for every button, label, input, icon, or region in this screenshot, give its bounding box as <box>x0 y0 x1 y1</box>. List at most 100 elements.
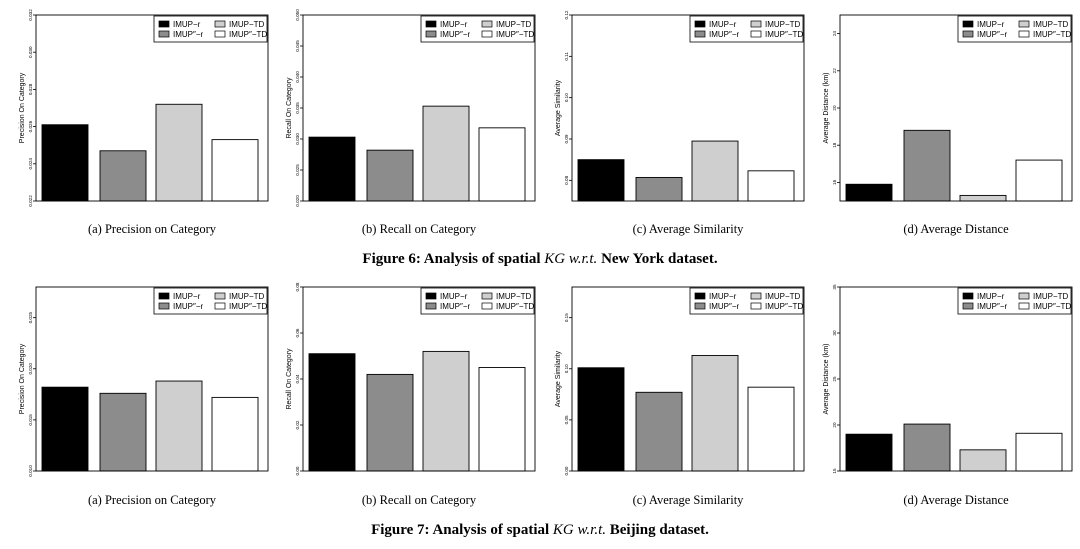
legend-box <box>420 287 535 315</box>
legend-swatch-3 <box>1018 20 1030 28</box>
chart-fig6-b: 0.020 0.025 0.030 0.035 0.040 0.045 0.050 Recal… <box>286 9 536 236</box>
legend-label-3: IMUP−TD <box>229 292 265 301</box>
caption-wrt: w.r.t. <box>569 251 597 267</box>
legend-label-2: IMUP″−r <box>977 30 1008 39</box>
y-tick-label: 0.10 <box>564 93 569 102</box>
figure-caption-6: Figure 6: Analysis of spatial KG w.r.t. … <box>362 251 717 267</box>
sub-caption: (a) Precision on Category <box>88 493 217 507</box>
bar-3 <box>155 380 203 472</box>
legend-label-4: IMUP″−TD <box>765 302 803 311</box>
legend-swatch-3 <box>481 20 493 28</box>
y-axis-label: Precision On Category <box>19 72 26 143</box>
bar-2 <box>635 391 683 472</box>
bar-3 <box>155 103 203 202</box>
legend-label-3: IMUP−TD <box>229 20 265 29</box>
y-tick-label: 18 <box>832 142 837 148</box>
y-tick-label: 15 <box>832 468 837 474</box>
chart-fig7-b: 0.00 0.02 0.04 0.06 0.08 Recall On Category IM… <box>286 282 536 507</box>
bar-3 <box>691 140 739 202</box>
caption-dataset: Beijing dataset. <box>610 522 709 538</box>
bar-1 <box>41 386 89 472</box>
plot-frame <box>571 14 805 202</box>
y-tick-label: 0.022 <box>28 195 33 207</box>
legend-label-4: IMUP″−TD <box>765 30 803 39</box>
legend-label-2: IMUP″−r <box>173 30 204 39</box>
legend-label-1: IMUP−r <box>173 292 201 301</box>
sub-caption: (c) Average Similarity <box>633 222 745 236</box>
bar-2 <box>366 373 414 472</box>
bar-4 <box>478 127 526 202</box>
legend-label-1: IMUP−r <box>709 292 737 301</box>
y-tick-label: 0.11 <box>564 52 569 61</box>
legend-label-4: IMUP″−TD <box>496 30 534 39</box>
y-axis-label: Recall On Category <box>286 77 293 139</box>
legend-label-4: IMUP″−TD <box>229 30 267 39</box>
y-tick-label: 16 <box>832 179 837 185</box>
legend-box <box>689 287 804 315</box>
y-tick-label: 0.025 <box>295 164 300 176</box>
caption-prefix: Figure 6: Analysis of spatial <box>362 251 544 267</box>
sub-caption: (b) Recall on Category <box>362 493 477 507</box>
legend-label-1: IMUP−r <box>173 20 201 29</box>
legend-swatch-2 <box>694 30 706 38</box>
legend-box <box>689 15 804 43</box>
bar-4 <box>211 139 259 202</box>
legend-label-2: IMUP″−r <box>173 302 204 311</box>
chart-fig7-c: 0.00 0.05 0.10 0.15 Average Similarity IMUP−r… <box>555 286 805 507</box>
sub-caption: (b) Recall on Category <box>362 222 477 236</box>
legend-label-3: IMUP−TD <box>496 292 532 301</box>
y-tick-label: 0.00 <box>295 466 300 475</box>
legend-label-2: IMUP″−r <box>977 302 1008 311</box>
y-tick-label: 0.045 <box>295 40 300 52</box>
sub-caption: (d) Average Distance <box>903 493 1009 507</box>
legend-swatch-1 <box>425 20 437 28</box>
legend-swatch-1 <box>694 20 706 28</box>
bar-1 <box>308 136 356 202</box>
bar-3 <box>422 105 470 202</box>
bar-4 <box>747 170 795 202</box>
y-tick-label: 0.040 <box>295 71 300 83</box>
y-tick-label: 0.010 <box>28 465 33 477</box>
y-tick-label: 0.04 <box>295 374 300 383</box>
y-tick-label: 20 <box>832 105 837 111</box>
legend-box <box>153 287 268 315</box>
legend-label-3: IMUP−TD <box>765 20 801 29</box>
y-tick-label: 0.035 <box>295 102 300 114</box>
chart-fig6-c: 0.08 0.09 0.10 0.11 0.12 Average Similarity IM… <box>555 10 805 236</box>
bar-3 <box>691 355 739 472</box>
legend-swatch-2 <box>694 302 706 310</box>
caption-wrt: w.r.t. <box>578 522 606 538</box>
y-tick-label: 0.12 <box>564 10 569 19</box>
legend-swatch-2 <box>962 30 974 38</box>
legend-swatch-1 <box>962 20 974 28</box>
legend-label-4: IMUP″−TD <box>229 302 267 311</box>
legend-swatch-3 <box>481 292 493 300</box>
legend-label-1: IMUP−r <box>709 20 737 29</box>
bar-2 <box>903 423 951 472</box>
legend-swatch-2 <box>962 302 974 310</box>
legend-label-4: IMUP″−TD <box>1033 30 1071 39</box>
legend-box <box>957 287 1072 315</box>
legend-swatch-2 <box>158 302 170 310</box>
legend-label-2: IMUP″−r <box>709 302 740 311</box>
bar-4 <box>478 367 526 472</box>
y-tick-label: 0.015 <box>28 414 33 426</box>
y-tick-label: 0.15 <box>564 313 569 322</box>
y-tick-label: 0.05 <box>564 415 569 424</box>
legend-swatch-1 <box>425 292 437 300</box>
legend-label-3: IMUP−TD <box>765 292 801 301</box>
bar-4 <box>1015 432 1063 472</box>
legend-label-4: IMUP″−TD <box>1033 302 1071 311</box>
sub-caption: (a) Precision on Category <box>88 222 217 236</box>
y-tick-label: 0.026 <box>28 120 33 132</box>
bar-1 <box>577 367 625 472</box>
legend-swatch-2 <box>425 30 437 38</box>
legend-label-1: IMUP−r <box>440 292 468 301</box>
y-tick-label: 0.024 <box>28 158 33 170</box>
